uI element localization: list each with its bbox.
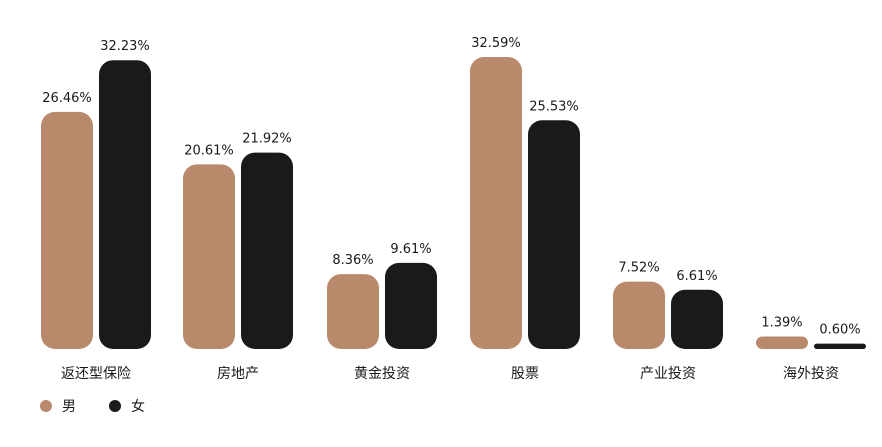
data-label-female-1: 21.92%: [242, 132, 292, 147]
data-label-female-0: 32.23%: [100, 39, 150, 54]
bar-male-1: [183, 164, 235, 349]
category-label-0: 返还型保险: [61, 366, 131, 382]
bar-male-5: [756, 336, 808, 349]
bar-female-4: [671, 289, 723, 349]
data-label-female-5: 0.60%: [819, 323, 860, 338]
bar-female-2: [385, 262, 437, 349]
bar-male-3: [470, 57, 522, 349]
category-label-1: 房地产: [217, 366, 259, 382]
data-label-female-3: 25.53%: [529, 99, 579, 114]
bar-male-0: [41, 111, 93, 349]
bar-male-4: [613, 281, 665, 349]
data-label-male-1: 20.61%: [184, 143, 234, 158]
category-label-3: 股票: [511, 366, 539, 382]
category-label-4: 产业投资: [640, 366, 696, 382]
bar-female-3: [528, 120, 580, 349]
legend-label-female: 女: [131, 398, 145, 415]
bar-male-2: [327, 274, 379, 349]
legend-swatch-male: [40, 400, 52, 412]
data-label-male-2: 8.36%: [332, 253, 373, 268]
category-label-5: 海外投资: [783, 366, 839, 382]
legend-item-female: 女: [109, 398, 145, 415]
data-label-female-4: 6.61%: [676, 269, 717, 284]
legend-item-male: 男: [40, 399, 76, 415]
bar-female-5: [814, 343, 866, 349]
data-label-male-5: 1.39%: [761, 316, 802, 331]
bar-female-0: [99, 60, 151, 350]
data-label-male-3: 32.59%: [471, 36, 521, 51]
category-label-2: 黄金投资: [354, 365, 410, 382]
legend-swatch-female: [109, 400, 121, 412]
data-label-female-2: 9.61%: [390, 242, 431, 257]
bar-female-1: [241, 152, 293, 349]
legend-label-male: 男: [62, 399, 76, 415]
data-label-male-4: 7.52%: [618, 261, 659, 276]
data-label-male-0: 26.46%: [42, 91, 92, 106]
